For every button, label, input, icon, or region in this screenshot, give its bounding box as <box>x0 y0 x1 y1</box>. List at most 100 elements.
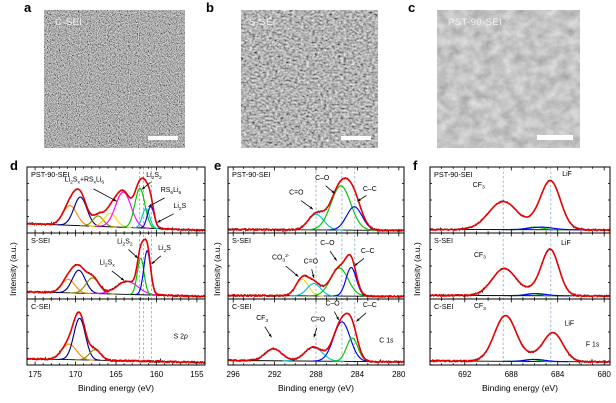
row-label: S-SEI <box>31 236 50 245</box>
peak-annotation: C=O <box>289 190 304 197</box>
peak-annotation: Li2S2 <box>146 172 162 181</box>
envelope-trace <box>227 253 405 298</box>
sem-texture-a <box>44 10 185 148</box>
annotation-arrowhead <box>148 204 152 207</box>
scale-bar <box>148 136 178 140</box>
fit-component <box>503 358 569 363</box>
fit-component <box>57 196 104 228</box>
peak-annotation: Li2Sx <box>99 260 115 269</box>
raw-data-trace <box>429 179 611 232</box>
fit-component <box>332 337 373 363</box>
annotation-arrow <box>93 188 117 202</box>
peak-annotation: C=O <box>304 258 319 265</box>
spectrum-row-c-sei: C-SEI CF3 LiF F 1s <box>429 298 611 366</box>
sem-image-pst-90-sei: PST-90-SEI <box>437 10 580 148</box>
fit-component <box>290 282 338 297</box>
x-axis-title: Binding energy (eV) <box>278 383 354 393</box>
envelope-trace <box>26 311 206 364</box>
peak-annotation: LiF <box>562 171 572 178</box>
sem-texture-b <box>241 10 378 148</box>
sem-label-c-sei: C-SEI <box>55 17 83 28</box>
fit-component <box>333 266 370 297</box>
subplot-frame <box>26 232 206 300</box>
x-tick-label: 692 <box>458 370 472 379</box>
xps-panel-f1s: PST-90-SEI CF3 LiF S-SEI CF3 LiF C-SEI CF3 LiF F … <box>426 165 614 403</box>
envelope-trace <box>429 248 611 298</box>
y-axis-label-d: Intensity (a.u.) <box>8 242 18 296</box>
annotation-arrowhead <box>357 198 361 202</box>
sem-label-s-sei: S-SEI <box>249 17 276 28</box>
fit-component <box>312 321 371 363</box>
row-label: S-SEI <box>434 236 453 245</box>
envelope-trace <box>26 238 206 298</box>
row-label: C-SEI <box>232 302 251 311</box>
spectrum-row-s-sei: S-SEI CO32- C=O C–O C–C <box>227 232 405 300</box>
sem-image-s-sei: S-SEI <box>241 10 378 148</box>
envelope-trace <box>429 179 611 232</box>
annotation-arrowhead <box>151 260 155 264</box>
panel-letter-d: d <box>10 158 18 173</box>
annotation-arrowhead <box>333 257 337 261</box>
raw-data-trace <box>429 248 611 298</box>
y-axis-label-e: Intensity (a.u.) <box>212 242 222 296</box>
sem-label-pst-90-sei: PST-90-SEI <box>448 17 503 28</box>
subplot-frame <box>26 298 206 366</box>
peak-annotation: Li2S <box>158 245 171 254</box>
x-tick-label: 165 <box>109 370 123 379</box>
panel-letter-c: c <box>408 0 416 15</box>
subplot-frame <box>429 298 611 366</box>
spectrum-row-c-sei: C-SEI S 2p <box>26 298 206 366</box>
peak-annotation: C–C <box>363 186 377 193</box>
panel-letter-b: b <box>206 0 214 15</box>
fit-component <box>59 317 101 361</box>
fit-component <box>79 215 117 228</box>
envelope-trace <box>227 177 405 232</box>
peak-annotation: C–O <box>320 240 335 247</box>
row-label: PST-90-SEI <box>232 170 271 179</box>
peak-annotation: S 2p <box>174 334 188 341</box>
x-tick-label: 688 <box>505 370 519 379</box>
peak-annotation: C–O <box>315 175 330 182</box>
panel-letter-f: f <box>413 158 418 173</box>
subplot-frame <box>429 232 611 300</box>
row-label: C-SEI <box>31 302 50 311</box>
x-tick-label: 155 <box>190 370 204 379</box>
xps-panel-c1s: PST-90-SEI C=O C–O C–C S-SEI CO32- C=O C–O C–C C-… <box>226 165 406 403</box>
peak-annotation: Li2Sx+RSxLi6 <box>65 177 105 186</box>
x-axis-title: Binding energy (eV) <box>482 383 558 393</box>
peak-annotation: CF3 <box>473 182 485 191</box>
fit-component <box>69 277 116 295</box>
y-axis-label-f: Intensity (a.u.) <box>412 242 422 296</box>
x-tick-label: 170 <box>69 370 83 379</box>
fit-component <box>122 187 158 230</box>
row-label: PST-90-SEI <box>434 170 473 179</box>
peak-annotation: C–C <box>361 248 375 255</box>
scale-bar <box>537 135 573 140</box>
peak-annotation: CF3 <box>474 303 486 312</box>
fit-component <box>96 191 151 229</box>
annotation-arrowhead <box>268 333 272 338</box>
x-tick-label: 160 <box>150 370 164 379</box>
xps-panel-s2p: PST-90-SEI Li2Sx+RSxLi6 Li2S2 RS6Li6 Li2S S-S… <box>22 165 210 403</box>
peak-annotation: LiF <box>561 240 571 247</box>
panel-letter-e: e <box>214 158 222 173</box>
x-tick-label: 288 <box>309 370 323 379</box>
row-label: S-SEI <box>232 236 251 245</box>
spectra-svg-e: PST-90-SEIC=OC–OC–CS-SEICO32-C=OC–OC–CC-… <box>227 166 406 393</box>
annotation-arrowhead <box>354 263 358 266</box>
peak-annotation: Li2S <box>174 203 187 212</box>
peak-annotation: RS6Li6 <box>161 187 182 196</box>
fit-component <box>306 185 376 231</box>
scale-bar <box>341 136 371 140</box>
annotation-arrowhead <box>141 186 146 190</box>
x-tick-label: 680 <box>598 370 612 379</box>
annotation-arrowhead <box>157 219 161 223</box>
fit-component <box>56 269 102 295</box>
panel-letter-a: a <box>24 0 32 15</box>
fit-component <box>133 207 159 230</box>
fit-component <box>128 257 153 296</box>
row-label: PST-90-SEI <box>31 170 70 179</box>
x-tick-label: 296 <box>227 370 241 379</box>
